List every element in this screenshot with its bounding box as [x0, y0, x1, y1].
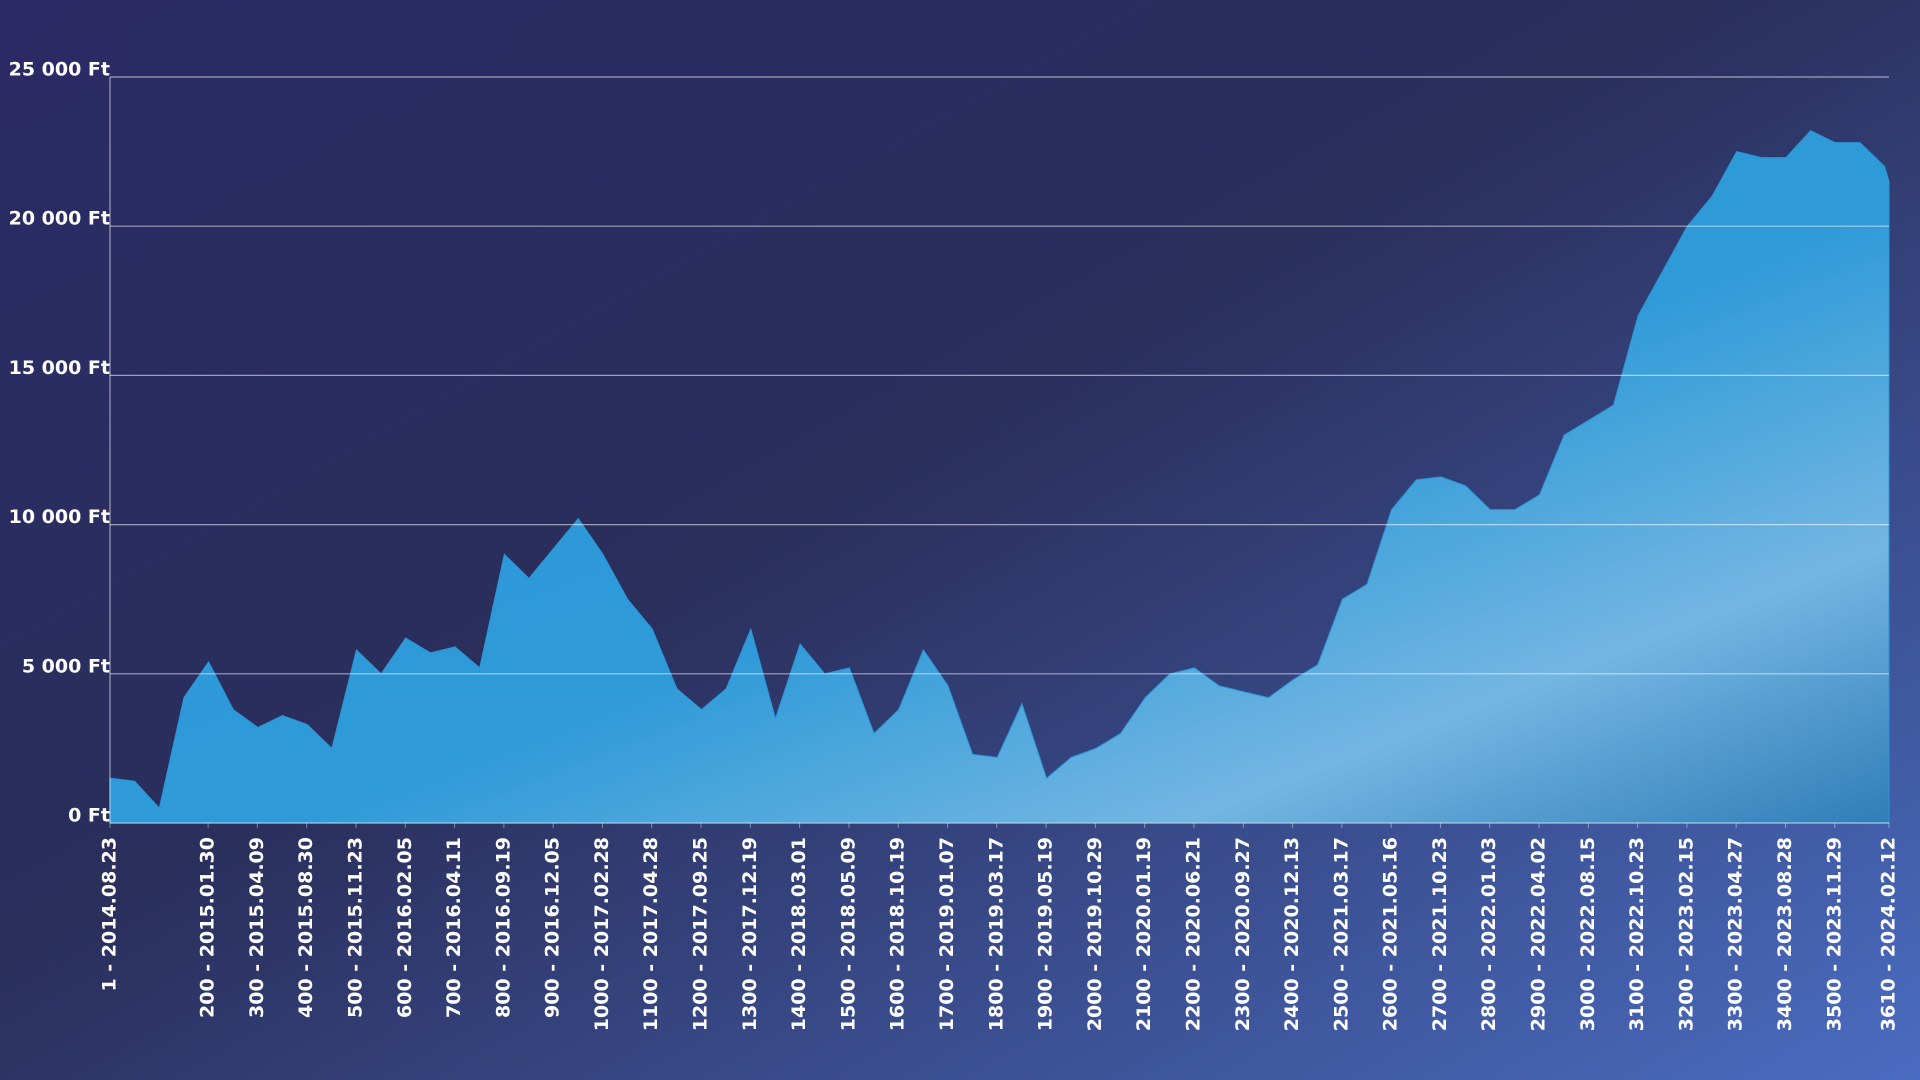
x-tick-label: 800 - 2016.09.19	[492, 837, 514, 1018]
x-tick-label: 900 - 2016.12.05	[542, 837, 564, 1018]
x-tick-label: 1200 - 2017.09.25	[690, 837, 712, 1031]
y-tick-label: 15 000 Ft	[9, 357, 110, 379]
x-tick-label: 1100 - 2017.04.28	[640, 837, 662, 1031]
x-tick-label: 3100 - 2022.10.23	[1626, 837, 1648, 1031]
x-tick-label: 400 - 2015.08.30	[295, 837, 317, 1018]
x-tick-label: 3000 - 2022.08.15	[1577, 837, 1599, 1031]
x-tick-label: 1600 - 2018.10.19	[887, 837, 909, 1031]
x-tick-label: 3400 - 2023.08.28	[1774, 837, 1796, 1031]
x-tick-label: 1500 - 2018.05.09	[837, 837, 859, 1031]
x-tick-label: 3200 - 2023.02.15	[1675, 837, 1697, 1031]
x-tick-label: 2800 - 2022.01.03	[1478, 837, 1500, 1031]
x-tick-label: 2600 - 2021.05.16	[1380, 837, 1402, 1031]
area	[109, 130, 1890, 824]
y-tick-label: 20 000 Ft	[9, 208, 110, 230]
x-tick-label: 700 - 2016.04.11	[443, 837, 465, 1018]
x-tick-label: 1400 - 2018.03.01	[788, 837, 810, 1031]
x-tick-label: 3300 - 2023.04.27	[1725, 837, 1747, 1031]
x-tick-label: 2400 - 2020.12.13	[1281, 837, 1303, 1031]
x-tick-label: 1000 - 2017.02.28	[591, 837, 613, 1031]
x-tick-label: 2200 - 2020.06.21	[1182, 837, 1204, 1031]
x-tick-label: 3500 - 2023.11.29	[1823, 837, 1845, 1031]
y-tick-label: 25 000 Ft	[9, 59, 110, 81]
x-tick-label: 1900 - 2019.05.19	[1035, 837, 1057, 1031]
x-tick-label: 1800 - 2019.03.17	[985, 837, 1007, 1031]
x-tick-label: 3610 - 2024.02.12	[1878, 837, 1900, 1031]
x-tick-label: 2100 - 2020.01.19	[1133, 837, 1155, 1031]
y-tick-label: 0 Ft	[68, 805, 110, 827]
y-tick-label: 5 000 Ft	[22, 655, 110, 677]
x-tick-label: 2700 - 2021.10.23	[1429, 837, 1451, 1031]
x-tick-label: 1700 - 2019.01.07	[936, 837, 958, 1031]
x-tick-label: 300 - 2015.04.09	[246, 837, 268, 1018]
x-tick-label: 500 - 2015.11.23	[344, 837, 366, 1018]
x-tick-label: 1300 - 2017.12.19	[739, 837, 761, 1031]
x-tick-label: 600 - 2016.02.05	[394, 837, 416, 1018]
x-tick-label: 2500 - 2021.03.17	[1330, 837, 1352, 1031]
y-tick-label: 10 000 Ft	[9, 506, 110, 528]
x-tick-label: 200 - 2015.01.30	[197, 837, 219, 1018]
x-tick-label: 2000 - 2019.10.29	[1084, 837, 1106, 1031]
x-tick-label: 1 - 2014.08.23	[99, 837, 121, 992]
x-tick-label: 2900 - 2022.04.02	[1528, 837, 1550, 1031]
x-tick-label: 2300 - 2020.09.27	[1232, 837, 1254, 1031]
